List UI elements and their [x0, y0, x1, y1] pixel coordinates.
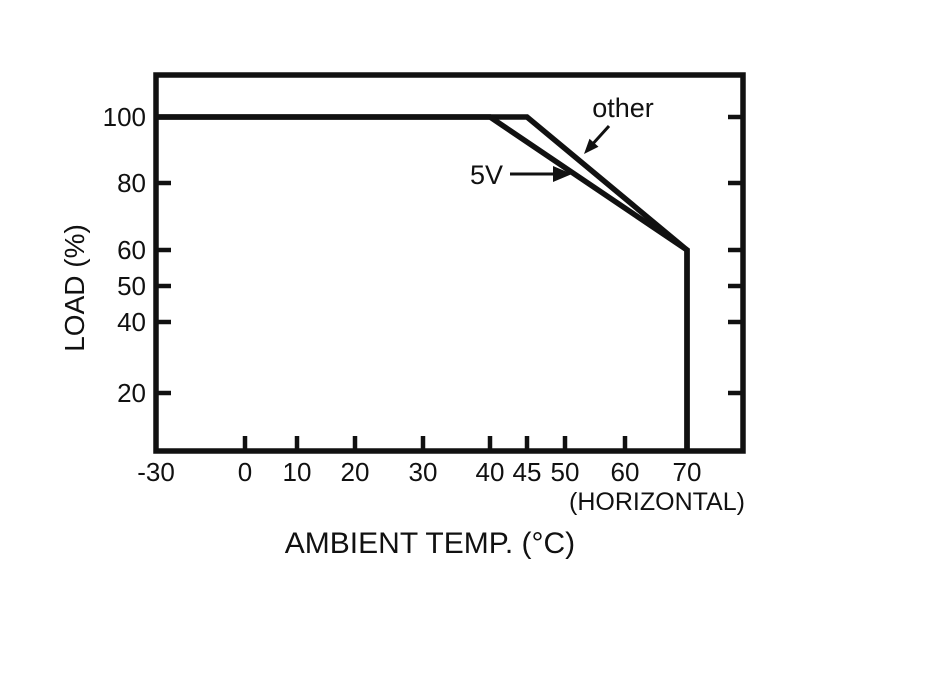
x-tick-label: 40	[476, 457, 505, 487]
x-tick-label: 30	[409, 457, 438, 487]
annotation-5v-label: 5V	[470, 160, 503, 190]
y-axis-ticks: 20 40 50 60 80 100	[103, 102, 741, 408]
y-tick-label: 100	[103, 102, 146, 132]
annotation-other-arrow	[584, 124, 611, 154]
y-axis-title: LOAD (%)	[59, 224, 90, 352]
x-axis-title: AMBIENT TEMP. (°C)	[285, 527, 575, 560]
x-tick-label: 60	[611, 457, 640, 487]
x-tick-label: 45	[513, 457, 542, 487]
series-lines	[156, 114, 690, 451]
x-tick-label: -30	[137, 457, 175, 487]
y-tick-label: 40	[117, 307, 146, 337]
x-axis-ticks: -30 0 10 20 30 40 45 50 60 70	[137, 436, 701, 487]
x-tick-label: 20	[341, 457, 370, 487]
annotation-other-label: other	[592, 93, 654, 123]
series-line-5v	[156, 114, 690, 451]
y-tick-label: 20	[117, 378, 146, 408]
y-tick-label: 80	[117, 168, 146, 198]
y-tick-label: 60	[117, 235, 146, 265]
x-tick-label: 70	[673, 457, 702, 487]
x-tick-label: 0	[238, 457, 252, 487]
x-axis-note: (HORIZONTAL)	[569, 488, 745, 516]
series-line-other	[156, 114, 690, 451]
x-tick-label: 50	[551, 457, 580, 487]
y-tick-label: 50	[117, 271, 146, 301]
annotation-5v-arrow	[510, 166, 572, 182]
x-tick-label: 10	[283, 457, 312, 487]
plot-border	[153, 72, 746, 454]
